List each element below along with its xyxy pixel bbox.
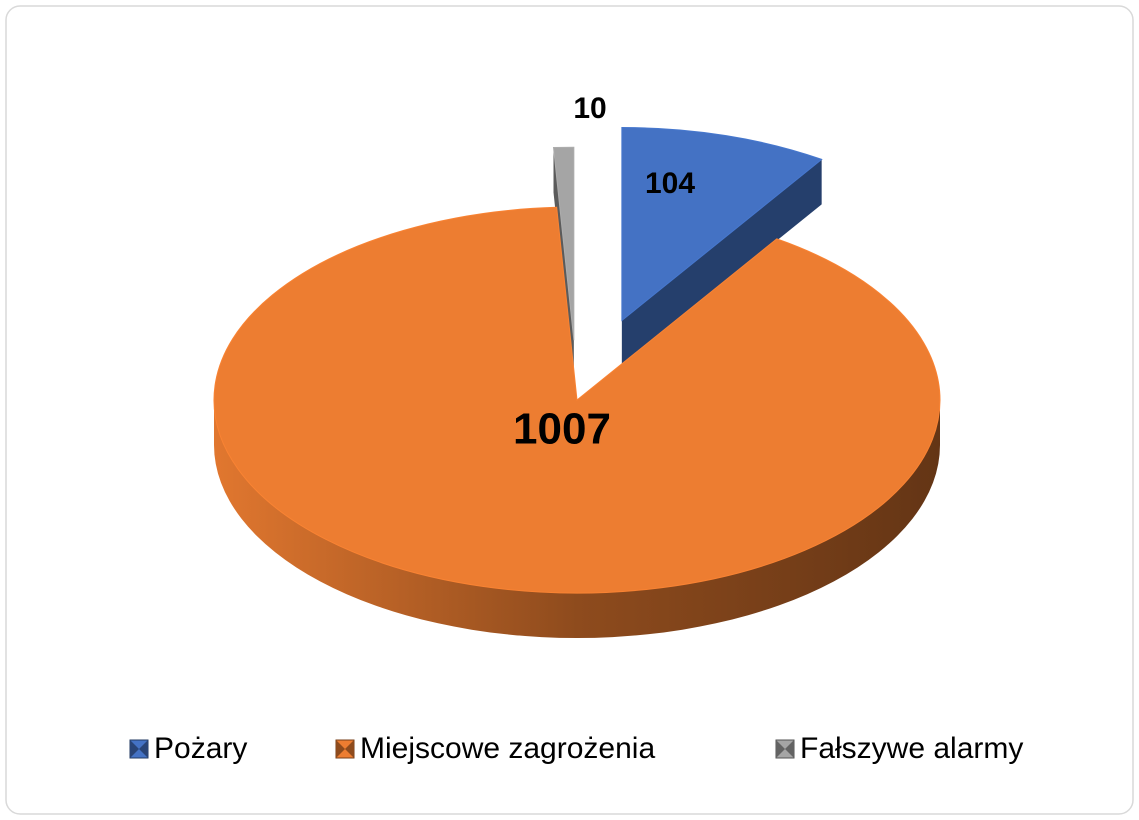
data-label: 1007 [513,405,611,454]
legend-swatch-shade [336,740,354,758]
legend-label: Fałszywe alarmy [800,732,1023,765]
slice-group [621,127,823,366]
slice-wall [621,159,822,366]
legend-swatch-shade [130,740,148,758]
legend-swatch-shade [776,740,794,758]
legend-label: Miejscowe zagrożenia [360,732,655,765]
data-label: 10 [573,92,606,125]
pie-slice [552,146,575,341]
legend-label: Pożary [154,732,247,765]
pie-slice [621,127,823,322]
data-label: 104 [645,167,695,200]
slice-side [214,400,940,638]
pie-slice [213,206,941,594]
slice-group [213,206,941,638]
